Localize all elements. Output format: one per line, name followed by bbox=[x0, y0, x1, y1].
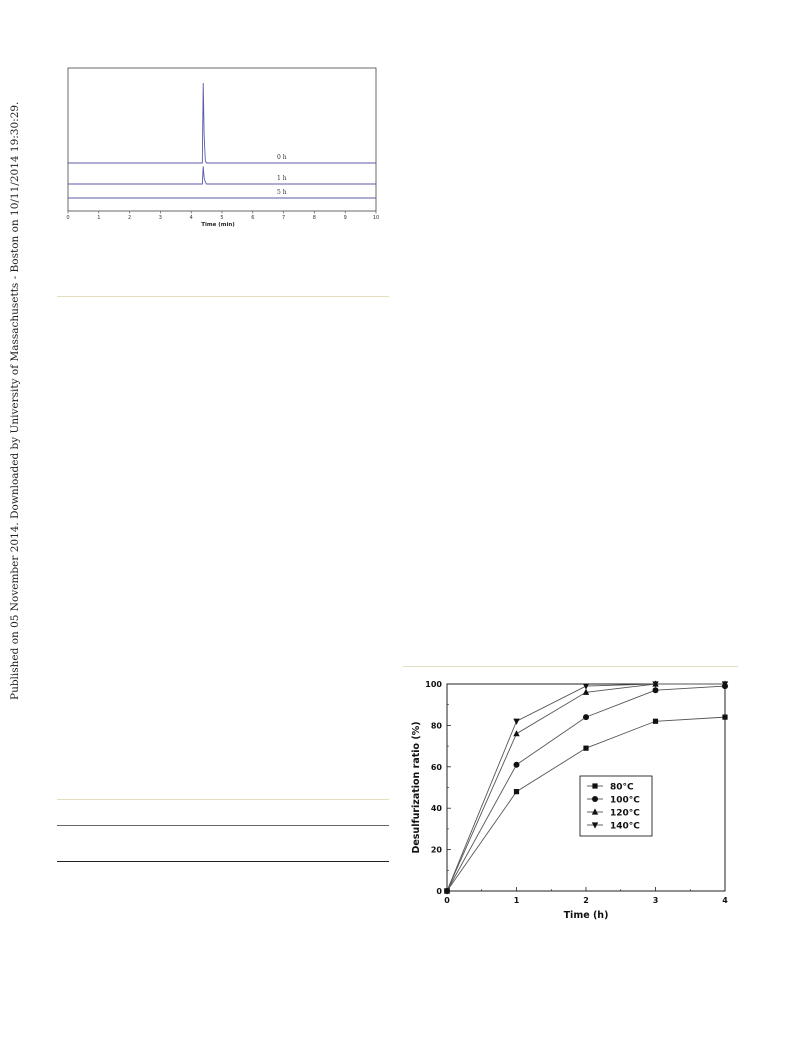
data-point bbox=[652, 681, 659, 688]
y-axis-label: Desulfurization ratio (%) bbox=[411, 721, 422, 853]
y-tick-label: 40 bbox=[431, 804, 443, 813]
series-line-0h bbox=[68, 82, 376, 164]
x-tick-label: 7 bbox=[282, 215, 285, 221]
x-tick-label: 1 bbox=[97, 215, 100, 221]
y-tick-label: 80 bbox=[431, 721, 443, 730]
download-note-text: Published on 05 November 2014. Downloade… bbox=[9, 102, 21, 700]
data-point bbox=[582, 688, 590, 695]
data-point bbox=[721, 681, 729, 688]
legend-marker bbox=[592, 796, 598, 802]
legend-marker bbox=[591, 822, 599, 829]
desulfurization-figure: 0 1 2 3 4 0 20 40 60 80 100 Time (h) Desulfurization… bbox=[405, 672, 735, 932]
download-note: Published on 05 November 2014. Downloade… bbox=[3, 102, 25, 700]
data-point bbox=[652, 718, 659, 724]
data-point bbox=[722, 714, 728, 720]
table-bottom-rule bbox=[57, 861, 389, 862]
x-tick-label: 2 bbox=[128, 215, 131, 221]
data-point bbox=[583, 745, 589, 751]
x-tick-label: 9 bbox=[344, 215, 347, 221]
x-tick-label: 1 bbox=[514, 896, 520, 905]
x-tick-label: 6 bbox=[251, 215, 254, 221]
legend-label: 140°C bbox=[610, 822, 640, 832]
x-tick-label: 8 bbox=[313, 215, 316, 221]
legend-marker bbox=[592, 783, 598, 789]
legend-label: 80°C bbox=[610, 783, 634, 793]
x-tick-label: 4 bbox=[722, 896, 728, 905]
x-axis-label: Time (min) bbox=[201, 222, 235, 228]
series-label: 1 h bbox=[277, 175, 287, 182]
legend-marker bbox=[591, 808, 599, 815]
figure-divider bbox=[403, 666, 738, 667]
y-tick-label: 0 bbox=[436, 887, 442, 896]
x-tick-label: 4 bbox=[190, 215, 193, 221]
data-point bbox=[583, 714, 589, 721]
data-point bbox=[513, 761, 520, 768]
series-line-1h bbox=[68, 166, 376, 185]
legend-label: 100°C bbox=[610, 796, 640, 806]
x-tick-label: 2 bbox=[583, 896, 589, 905]
data-point bbox=[582, 683, 590, 690]
y-tick-label: 60 bbox=[431, 763, 443, 772]
data-point bbox=[652, 687, 659, 694]
x-tick-label: 3 bbox=[159, 215, 162, 221]
chromatogram-figure: 0 h 1 h 5 h 0 1 2 3 4 5 6 7 8 9 10 Time (min) bbox=[56, 60, 386, 235]
data-point bbox=[513, 789, 520, 795]
data-point bbox=[513, 718, 520, 725]
y-tick-label: 20 bbox=[431, 846, 443, 855]
x-tick-label: 0 bbox=[66, 215, 69, 221]
series-label: 0 h bbox=[277, 154, 287, 161]
y-tick-label: 100 bbox=[425, 680, 442, 689]
x-tick-label: 3 bbox=[653, 896, 659, 905]
series-label: 5 h bbox=[277, 189, 287, 196]
section-divider bbox=[57, 296, 389, 297]
x-tick-label: 10 bbox=[373, 215, 379, 221]
plot-frame bbox=[67, 67, 377, 212]
legend-label: 120°C bbox=[610, 809, 640, 819]
x-axis-label: Time (h) bbox=[564, 910, 609, 921]
data-point bbox=[513, 730, 520, 737]
data-point bbox=[443, 888, 451, 895]
x-tick-label: 0 bbox=[444, 896, 450, 905]
table-top-rule bbox=[57, 799, 389, 800]
x-tick-label: 5 bbox=[220, 215, 223, 221]
table-header-rule bbox=[57, 825, 389, 826]
